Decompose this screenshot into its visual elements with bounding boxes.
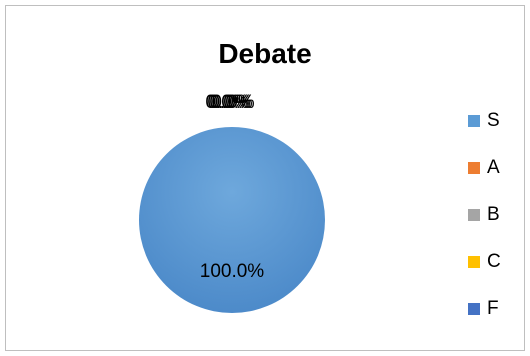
legend-item-s: S: [468, 110, 500, 131]
data-label-f: 0.0%: [211, 92, 254, 113]
legend-label: A: [487, 157, 500, 178]
chart-title: Debate: [218, 38, 312, 69]
legend-item-b: B: [468, 204, 500, 225]
data-label-c: 0.0%: [209, 92, 252, 113]
legend-label: C: [487, 251, 501, 272]
legend-swatch: [468, 209, 480, 221]
data-label-s: 100.0%: [200, 261, 265, 282]
legend-swatch: [468, 303, 480, 315]
data-label-b: 0.0%: [207, 92, 250, 113]
legend-item-f: F: [468, 298, 499, 319]
legend-item-c: C: [468, 251, 501, 272]
legend-label: B: [487, 204, 500, 225]
legend-label: F: [487, 298, 499, 319]
legend-swatch: [468, 115, 480, 127]
legend-swatch: [468, 256, 480, 268]
legend-item-a: A: [468, 157, 500, 178]
pie-slice-s: [139, 127, 325, 313]
data-label-a: 0.0%: [205, 92, 248, 113]
legend-swatch: [468, 162, 480, 174]
legend-label: S: [487, 110, 500, 131]
